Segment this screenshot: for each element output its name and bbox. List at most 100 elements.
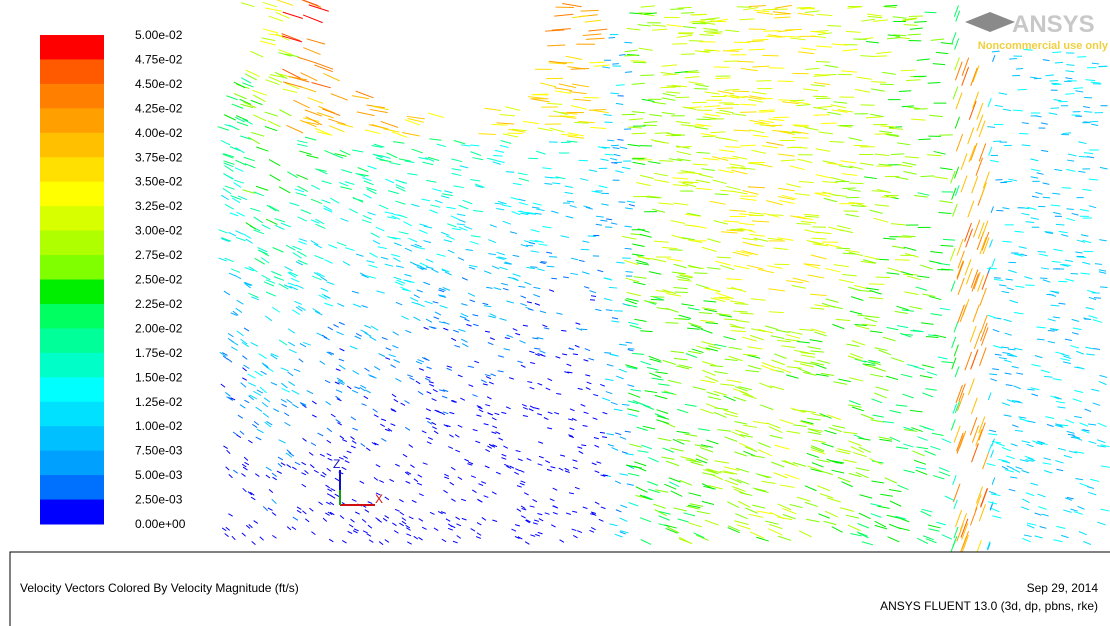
- vector: [889, 490, 901, 492]
- vector: [240, 431, 244, 435]
- vector: [477, 533, 481, 536]
- vector: [1053, 212, 1061, 214]
- vector: [628, 322, 638, 324]
- vector: [851, 297, 863, 301]
- vector: [414, 536, 418, 539]
- vector: [954, 345, 958, 357]
- vector: [640, 175, 654, 178]
- vector: [425, 378, 430, 380]
- legend-band: [40, 59, 104, 84]
- vector: [662, 247, 677, 248]
- vector: [945, 496, 954, 500]
- vector: [633, 282, 645, 285]
- vector: [369, 337, 376, 341]
- vector: [1012, 425, 1018, 427]
- vector: [285, 422, 291, 425]
- vector: [570, 409, 575, 411]
- vector: [752, 39, 768, 40]
- vector: [956, 134, 962, 151]
- vector: [279, 110, 291, 116]
- vector: [1022, 471, 1029, 473]
- vector: [234, 183, 241, 188]
- vector: [287, 527, 291, 530]
- vector: [702, 370, 715, 375]
- vector: [489, 382, 494, 384]
- vector: [542, 325, 547, 327]
- vector: [569, 493, 574, 494]
- vector: [1091, 389, 1099, 391]
- vector: [914, 460, 926, 464]
- vector: [360, 481, 364, 483]
- vector: [715, 194, 729, 195]
- vector: [446, 207, 455, 209]
- vector: [989, 444, 992, 452]
- vector: [339, 182, 348, 185]
- vector: [295, 462, 300, 465]
- vector: [1043, 197, 1050, 198]
- vector: [781, 346, 795, 348]
- vector: [571, 258, 578, 260]
- vector: [832, 527, 843, 533]
- vector: [484, 108, 501, 110]
- vector: [451, 159, 462, 162]
- vector: [826, 299, 839, 303]
- vector: [1062, 354, 1070, 356]
- vector: [561, 236, 569, 238]
- vector: [702, 362, 716, 366]
- vector: [902, 236, 915, 237]
- vector: [591, 527, 595, 529]
- vector: [373, 409, 378, 412]
- vector: [681, 304, 693, 306]
- vector: [521, 296, 526, 298]
- vector: [622, 404, 630, 405]
- vector: [406, 528, 410, 531]
- vector: [804, 214, 819, 215]
- vector: [625, 431, 631, 432]
- vector: [496, 208, 504, 209]
- vector: [575, 345, 580, 347]
- vector: [910, 28, 923, 29]
- vector: [504, 464, 509, 466]
- vector: [679, 539, 692, 544]
- vector: [294, 301, 302, 304]
- vector: [601, 507, 606, 509]
- vector: [376, 465, 380, 467]
- vector: [1049, 113, 1057, 115]
- vector: [391, 424, 396, 426]
- vector: [530, 506, 535, 507]
- vector: [1055, 62, 1063, 63]
- vector: [805, 127, 819, 130]
- vector: [347, 451, 352, 453]
- vector: [1099, 272, 1106, 274]
- vector: [237, 122, 248, 126]
- vector: [282, 404, 287, 407]
- vector: [457, 535, 461, 538]
- vector: [693, 164, 708, 165]
- vector: [580, 179, 589, 181]
- vector: [492, 124, 508, 125]
- vector: [1054, 169, 1062, 170]
- vector: [890, 410, 901, 413]
- vector: [534, 348, 540, 349]
- vector: [322, 472, 326, 475]
- vector: [981, 489, 988, 508]
- vector: [514, 472, 518, 474]
- vector: [849, 378, 863, 381]
- vector: [704, 288, 720, 291]
- vector: [999, 93, 1007, 94]
- vector: [396, 266, 404, 268]
- vector: [962, 535, 968, 552]
- vector: [363, 178, 372, 181]
- vector: [955, 57, 960, 70]
- vector: [665, 525, 677, 528]
- vector: [1060, 359, 1069, 361]
- vector: [303, 48, 320, 55]
- vector: [758, 450, 772, 456]
- vector: [521, 481, 526, 483]
- vector: [1044, 458, 1051, 460]
- vector: [339, 359, 344, 361]
- vector: [498, 438, 502, 440]
- vector: [494, 288, 501, 290]
- vector: [465, 319, 470, 321]
- vector: [1010, 477, 1017, 478]
